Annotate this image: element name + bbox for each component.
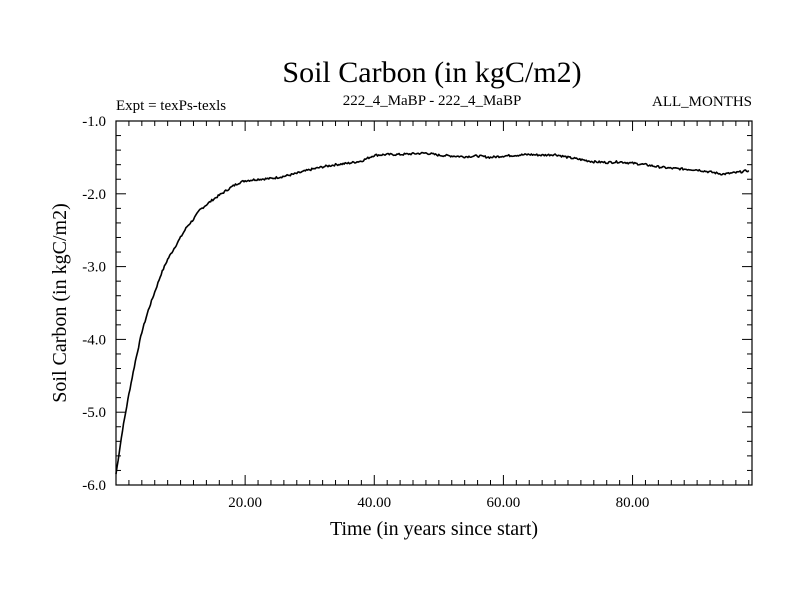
series-line-soil-carbon xyxy=(115,151,750,475)
y-tick-label: -1.0 xyxy=(82,114,106,130)
x-tick-label: 40.00 xyxy=(357,495,391,511)
x-tick-label: 60.00 xyxy=(487,495,521,511)
y-tick-label: -5.0 xyxy=(82,405,106,421)
x-tick-label: 80.00 xyxy=(616,495,650,511)
chart-title: Soil Carbon (in kgC/m2) xyxy=(282,56,581,89)
x-axis-label: Time (in years since start) xyxy=(330,518,538,540)
y-tick-label: -6.0 xyxy=(82,478,106,494)
plot-frame xyxy=(115,120,753,486)
axis-ticks xyxy=(116,121,752,485)
x-tick-label: 20.00 xyxy=(228,495,262,511)
chart-subtitle-right: ALL_MONTHS xyxy=(652,94,752,110)
y-axis-label: Soil Carbon (in kgC/m2) xyxy=(49,203,71,402)
y-tick-label: -2.0 xyxy=(82,187,106,203)
y-tick-label: -3.0 xyxy=(82,260,106,276)
axis-tick-labels: 20.00 40.00 60.00 80.00 -1.0 -2.0 -3.0 -4.0 -5.0… xyxy=(82,114,649,511)
chart-subtitle-left: Expt = texPs-texls xyxy=(116,98,226,114)
chart-subtitle-center: 222_4_MaBP - 222_4_MaBP xyxy=(343,93,522,109)
y-tick-label: -4.0 xyxy=(82,332,106,348)
